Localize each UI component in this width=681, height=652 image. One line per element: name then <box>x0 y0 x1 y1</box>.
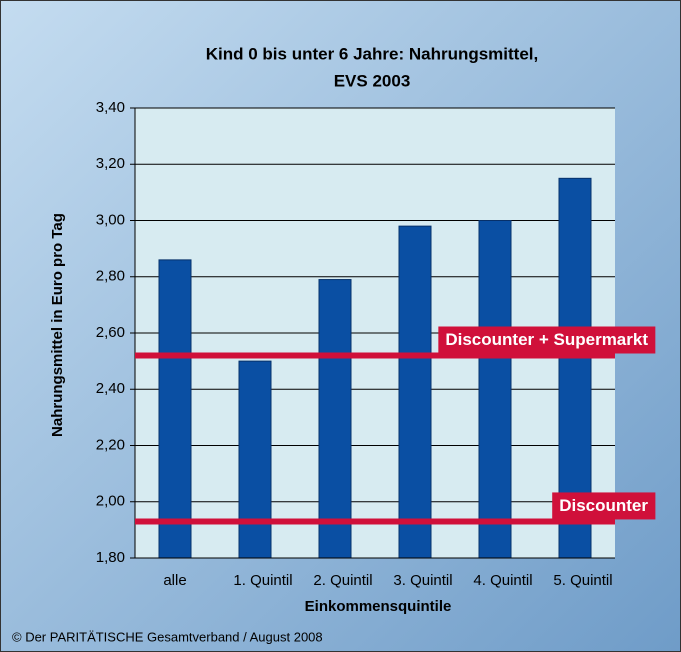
bar <box>398 225 432 559</box>
reference-label-box <box>552 492 656 520</box>
reference-label: Discounter <box>559 496 648 515</box>
footer: © Der PARITÄTISCHE Gesamtverband / Augus… <box>12 629 323 644</box>
x-tick-label: 4. Quintil <box>473 572 532 589</box>
y-tick-label: 3,00 <box>96 211 125 228</box>
y-tick-label: 2,20 <box>96 436 125 453</box>
x-tick-label: 1. Quintil <box>233 572 292 589</box>
y-tick-label: 3,20 <box>96 155 125 172</box>
y-tick-label: 2,80 <box>96 268 125 285</box>
bar <box>158 259 192 559</box>
reference-label: Discounter + Supermarkt <box>445 330 648 349</box>
bar <box>478 220 512 559</box>
y-axis-label: Nahrungsmittel in Euro pro Tag <box>49 213 66 437</box>
x-tick-label: alle <box>163 572 186 589</box>
bar <box>238 360 272 559</box>
reference-label-box <box>438 326 656 354</box>
x-axis-label: Einkommensquintile <box>305 598 452 615</box>
chart-title: EVS 2003 <box>334 71 411 90</box>
y-tick-label: 3,40 <box>96 99 125 116</box>
y-tick-label: 2,40 <box>96 380 125 397</box>
x-tick-label: 3. Quintil <box>393 572 452 589</box>
y-tick-label: 1,80 <box>96 549 125 566</box>
x-tick-label: 2. Quintil <box>313 572 372 589</box>
x-tick-label: 5. Quintil <box>553 572 612 589</box>
bar <box>318 279 352 559</box>
y-tick-label: 2,00 <box>96 493 125 510</box>
y-tick-label: 2,60 <box>96 324 125 341</box>
chart-title: Kind 0 bis unter 6 Jahre: Nahrungsmittel… <box>206 44 539 63</box>
